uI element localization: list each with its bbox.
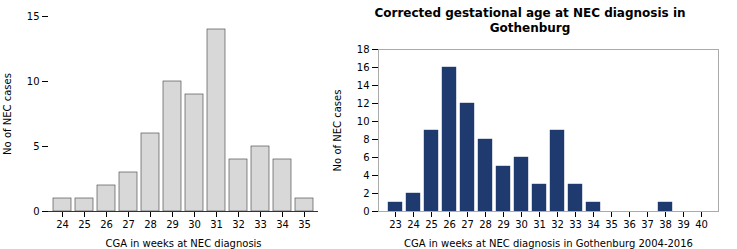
svg-text:26: 26	[100, 219, 113, 230]
svg-text:CGA in weeks at NEC diagnosis: CGA in weeks at NEC diagnosis in Gothenb…	[404, 238, 693, 249]
html-text:Corrected gestational age at N: Corrected gestational age at NEC diagnos…	[374, 6, 686, 35]
svg-text:29: 29	[166, 219, 179, 230]
svg-text:18: 18	[357, 44, 370, 55]
svg-text:CGA in weeks at NEC diagnosis: CGA in weeks at NEC diagnosis	[105, 238, 261, 249]
svg-text:25: 25	[78, 219, 91, 230]
svg-text:14: 14	[357, 80, 370, 91]
svg-text:35: 35	[605, 219, 618, 230]
svg-text:32: 32	[232, 219, 245, 230]
svg-text:23: 23	[389, 219, 402, 230]
svg-text:24: 24	[56, 219, 69, 230]
svg-text:2: 2	[363, 188, 369, 199]
svg-text:25: 25	[425, 219, 438, 230]
svg-text:27: 27	[461, 219, 474, 230]
svg-text:No of NEC cases: No of NEC cases	[2, 73, 13, 155]
svg-text:31: 31	[210, 219, 223, 230]
svg-text:29: 29	[497, 219, 510, 230]
svg-text:15: 15	[27, 11, 40, 22]
svg-text:34: 34	[587, 219, 600, 230]
svg-text:6: 6	[363, 152, 369, 163]
svg-text:28: 28	[479, 219, 492, 230]
svg-text:38: 38	[659, 219, 672, 230]
svg-text:No of NEC cases: No of NEC cases	[332, 90, 343, 172]
svg-text:0: 0	[33, 206, 39, 217]
svg-text:33: 33	[569, 219, 582, 230]
svg-text:31: 31	[533, 219, 546, 230]
svg-text:37: 37	[641, 219, 654, 230]
svg-text:39: 39	[677, 219, 690, 230]
svg-text:34: 34	[276, 219, 289, 230]
svg-text:35: 35	[298, 219, 311, 230]
svg-text:5: 5	[33, 141, 39, 152]
svg-text:10: 10	[357, 116, 370, 127]
svg-text:24: 24	[407, 219, 420, 230]
svg-text:27: 27	[122, 219, 135, 230]
svg-text:0: 0	[363, 206, 369, 217]
svg-text:4: 4	[363, 170, 369, 181]
svg-text:28: 28	[144, 219, 157, 230]
svg-text:36: 36	[623, 219, 636, 230]
svg-text:12: 12	[357, 98, 370, 109]
svg-text:30: 30	[515, 219, 528, 230]
svg-text:10: 10	[27, 76, 40, 87]
svg-text:33: 33	[254, 219, 267, 230]
svg-text:40: 40	[695, 219, 708, 230]
svg-text:16: 16	[357, 62, 370, 73]
svg-text:8: 8	[363, 134, 369, 145]
svg-text:30: 30	[188, 219, 201, 230]
svg-text:26: 26	[443, 219, 456, 230]
svg-text:32: 32	[551, 219, 564, 230]
